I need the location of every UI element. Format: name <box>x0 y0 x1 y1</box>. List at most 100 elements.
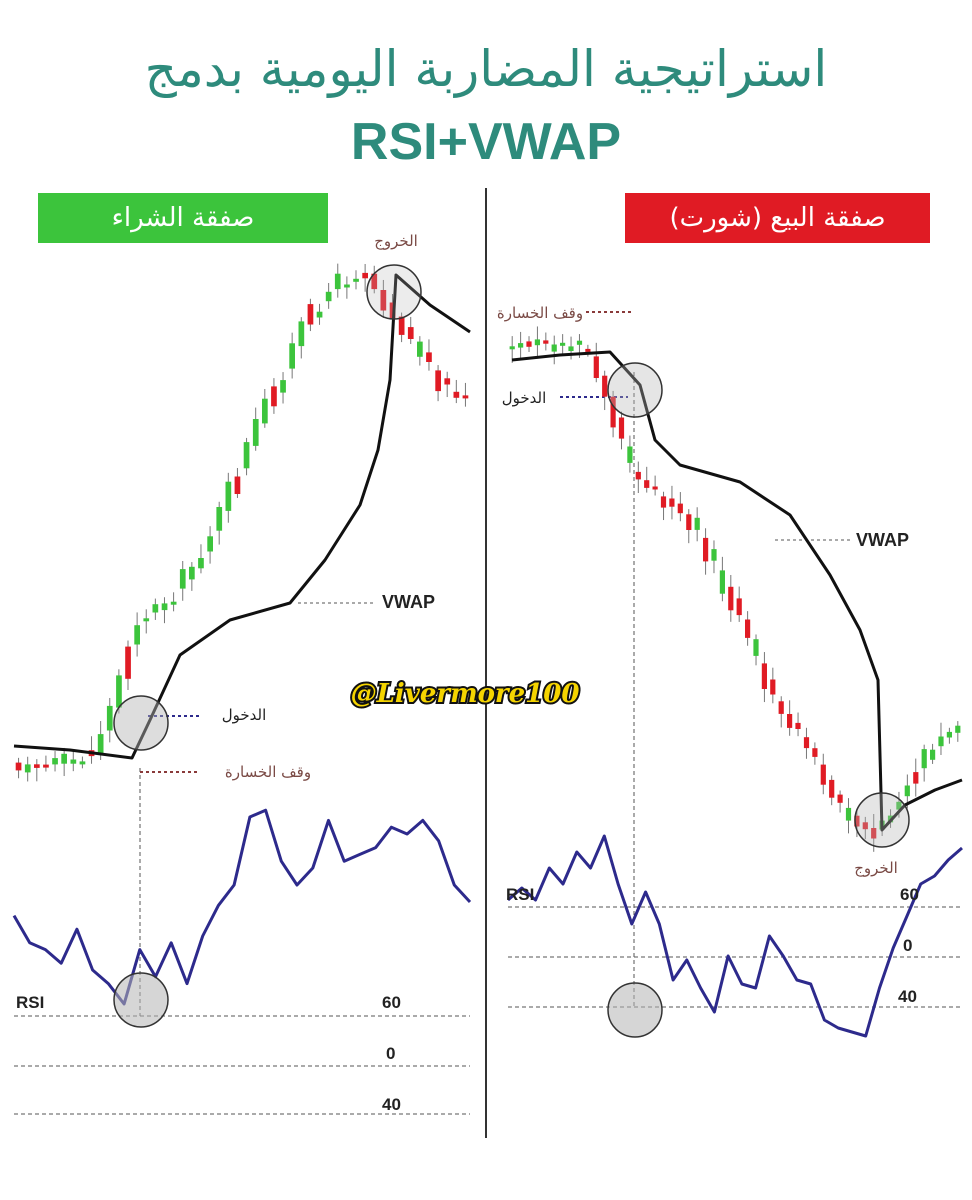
sell-rsi-line <box>507 834 963 1038</box>
sell-candle-43 <box>871 828 877 839</box>
buy-exit-label: الخروج <box>374 232 418 251</box>
sell-exit-circle <box>854 792 910 848</box>
buy-candle-21 <box>207 536 213 552</box>
buy-candle-24 <box>234 476 241 494</box>
sell-candle-27 <box>736 598 742 616</box>
buy-trade-badge: صفقة الشراء <box>38 193 328 243</box>
buy-candle-18 <box>179 569 186 589</box>
buy-candle-1 <box>24 764 31 773</box>
buy-rsi-level-60: 60 <box>382 993 401 1012</box>
sell-candle-0 <box>509 346 515 350</box>
sell-candle-51 <box>938 736 944 747</box>
buy-candle-35 <box>334 273 341 290</box>
buy-candle-16 <box>161 603 168 611</box>
buy-candle-37 <box>353 278 359 282</box>
buy-entry-circle <box>113 695 169 751</box>
sell-entry-label: الدخول <box>502 389 547 407</box>
sell-candle-5 <box>551 344 557 352</box>
sell-entry-circle <box>607 362 663 418</box>
buy-candle-32 <box>307 304 314 325</box>
sell-candle-20 <box>677 503 683 514</box>
sell-candle-11 <box>602 375 608 397</box>
sell-rsi-level-60: 60 <box>900 885 919 904</box>
sell-rsi-level-0: 0 <box>903 936 912 955</box>
buy-candle-7 <box>79 761 86 765</box>
sell-candle-26 <box>728 586 734 611</box>
sell-rsi-label: RSI <box>506 885 534 904</box>
sell-rsi-level-40: 40 <box>898 987 917 1006</box>
sell-candle-29 <box>753 639 759 656</box>
buy-rsi-level-40: 40 <box>382 1095 401 1114</box>
sell-candle-14 <box>627 446 633 463</box>
sell-candle-6 <box>560 342 566 346</box>
buy-candle-22 <box>216 507 223 531</box>
buy-candle-15 <box>152 604 159 613</box>
sell-candle-18 <box>660 496 667 508</box>
buy-candle-42 <box>398 316 405 335</box>
buy-rsi-level-0: 0 <box>386 1044 395 1063</box>
buy-candle-10 <box>106 705 113 731</box>
buy-rsi-line <box>12 808 472 1006</box>
sell-candle-39 <box>837 794 843 803</box>
sell-candle-33 <box>787 714 793 728</box>
sell-candle-24 <box>711 549 717 561</box>
sell-candle-7 <box>568 346 574 351</box>
sell-candle-10 <box>593 356 599 378</box>
page-title-arabic: استراتيجية المضاربة اليومية بدمج <box>144 40 828 98</box>
buy-candle-28 <box>271 386 277 407</box>
sell-candle-30 <box>761 663 767 689</box>
buy-stop-loss-label: وقف الخسارة <box>225 763 311 781</box>
sell-candle-31 <box>770 679 776 695</box>
buy-candle-26 <box>252 419 259 446</box>
sell-candle-21 <box>686 514 692 530</box>
buy-candle-46 <box>435 370 441 392</box>
sell-candle-47 <box>904 785 910 797</box>
sell-candle-48 <box>913 772 919 784</box>
buy-rsi-cross-circle <box>113 972 169 1028</box>
buy-exit-circle <box>366 264 422 320</box>
buy-candle-20 <box>198 558 204 569</box>
buy-candle-12 <box>125 646 131 679</box>
sell-candle-46 <box>896 801 902 810</box>
buy-candle-36 <box>344 284 350 288</box>
buy-candle-30 <box>289 343 295 369</box>
sell-candle-36 <box>812 748 818 757</box>
sell-exit-label: الخروج <box>854 859 898 878</box>
buy-candle-3 <box>43 764 49 768</box>
buy-candle-45 <box>426 352 432 362</box>
sell-candle-38 <box>829 779 835 798</box>
sell-candle-34 <box>795 722 801 729</box>
buy-candle-13 <box>134 625 140 645</box>
buy-candle-17 <box>170 601 177 605</box>
sell-candle-52 <box>946 731 952 738</box>
sell-candle-17 <box>652 486 658 490</box>
buy-entry-label: الدخول <box>222 706 267 724</box>
sell-candle-15 <box>635 471 641 480</box>
sell-candle-4 <box>543 340 549 344</box>
buy-candle-19 <box>189 566 195 580</box>
sell-candle-8 <box>576 340 583 345</box>
buy-candle-0 <box>15 762 22 771</box>
sell-candle-23 <box>703 537 709 562</box>
buy-candle-29 <box>280 380 286 393</box>
sell-rsi-cross-circle <box>607 982 663 1038</box>
buy-candle-31 <box>298 321 305 347</box>
sell-trade-badge: صفقة البيع (شورت) <box>625 193 930 243</box>
buy-candle-34 <box>325 291 332 302</box>
sell-candle-35 <box>803 737 810 749</box>
sell-candle-50 <box>930 749 936 760</box>
buy-candle-9 <box>97 734 104 754</box>
sell-candle-1 <box>518 343 524 348</box>
buy-candle-5 <box>61 753 67 764</box>
buy-candle-23 <box>225 481 232 511</box>
sell-candle-22 <box>694 517 700 530</box>
buy-candle-33 <box>316 311 323 318</box>
buy-candle-27 <box>262 398 268 424</box>
buy-candle-43 <box>407 327 414 339</box>
sell-vwap-label: VWAP <box>856 530 909 550</box>
watermark-handle: @Livermore100 <box>351 679 580 709</box>
buy-candle-4 <box>52 758 58 765</box>
buy-rsi-label: RSI <box>16 993 44 1012</box>
buy-candle-2 <box>34 764 40 768</box>
